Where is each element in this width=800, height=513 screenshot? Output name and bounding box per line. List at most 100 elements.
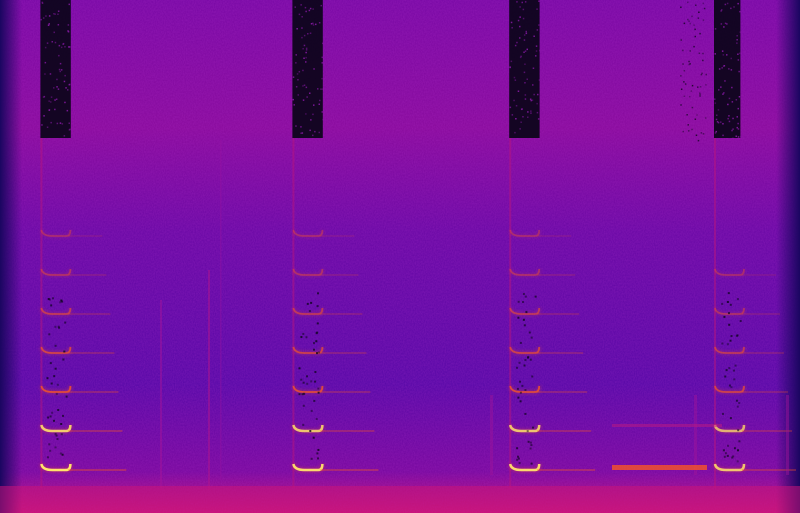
interior-speckle <box>59 452 62 455</box>
gap-speckle <box>50 101 52 103</box>
harmonic-tail <box>320 469 379 471</box>
gap-speckle <box>66 109 69 112</box>
interior-speckle <box>725 369 728 372</box>
high-speckle <box>695 4 697 6</box>
gap-speckle <box>315 23 317 26</box>
gap-speckle <box>68 3 70 6</box>
gap-speckle <box>305 113 307 115</box>
harmonic-band <box>292 463 324 472</box>
gap-speckle <box>527 111 529 113</box>
gap-speckle <box>739 10 741 13</box>
gap-speckle <box>50 121 52 124</box>
gap-speckle <box>519 25 521 28</box>
high-speckle <box>705 73 707 76</box>
gap-speckle <box>715 118 718 121</box>
gap-speckle <box>737 59 740 61</box>
interior-speckle <box>516 366 518 369</box>
gap-speckle <box>531 99 534 101</box>
gap-speckle <box>538 79 541 81</box>
high-speckle <box>689 95 691 98</box>
high-speckle <box>702 19 705 21</box>
high-speckle <box>689 50 691 52</box>
gap-speckle <box>312 113 314 116</box>
gap-speckle <box>519 37 521 39</box>
gap-speckle <box>64 46 66 48</box>
interior-speckle <box>298 367 301 370</box>
harmonic-band <box>292 229 324 237</box>
interior-speckle <box>52 297 54 300</box>
gap-speckle <box>723 65 726 67</box>
gap-speckle <box>296 73 299 75</box>
gap-speckle <box>728 68 730 70</box>
gap-speckle <box>723 92 725 94</box>
harmonic-band <box>40 463 72 472</box>
gap-speckle <box>313 68 315 70</box>
gap-speckle <box>736 126 738 129</box>
gap-speckle <box>302 85 304 87</box>
high-speckle <box>680 88 683 90</box>
interior-speckle <box>314 380 317 383</box>
faint-line <box>490 395 493 475</box>
gap-speckle <box>308 9 311 12</box>
gap-speckle <box>522 116 524 118</box>
gap-speckle <box>737 122 739 125</box>
gap-speckle <box>303 84 306 86</box>
harmonic-tail <box>537 391 588 393</box>
interior-speckle <box>306 302 309 305</box>
gap-speckle <box>524 50 527 52</box>
interior-speckle <box>517 396 520 399</box>
gap-speckle <box>46 126 49 128</box>
gap-speckle <box>520 121 522 123</box>
harmonic-tail <box>742 430 792 432</box>
interior-speckle <box>729 303 732 306</box>
gap-speckle <box>54 41 57 44</box>
high-speckle <box>699 95 701 97</box>
high-speckle <box>699 86 702 88</box>
interior-speckle <box>313 348 315 351</box>
onset-line <box>509 138 512 488</box>
gap-speckle <box>537 118 540 120</box>
gap-speckle <box>524 1 527 3</box>
gap-speckle <box>300 4 302 6</box>
gap-speckle <box>305 49 308 51</box>
high-speckle <box>697 139 700 142</box>
gap-speckle <box>54 99 56 101</box>
gap-speckle <box>523 39 526 41</box>
interior-speckle <box>727 444 729 447</box>
high-speckle <box>682 130 684 133</box>
gap-speckle <box>731 86 733 89</box>
high-speckle <box>689 63 691 65</box>
gap-speckle <box>41 2 44 4</box>
high-speckle <box>683 81 685 83</box>
interior-speckle <box>519 391 522 394</box>
harmonic-tail <box>537 352 584 354</box>
interior-speckle <box>53 375 56 378</box>
dark-gap <box>40 0 71 138</box>
gap-speckle <box>721 9 723 11</box>
interior-speckle <box>50 304 53 307</box>
gap-speckle <box>519 128 521 130</box>
interior-speckle <box>738 440 741 443</box>
interior-speckle <box>726 343 729 346</box>
high-speckle <box>683 22 686 25</box>
gap-speckle <box>64 74 66 77</box>
interior-speckle <box>734 364 737 367</box>
high-speckle <box>691 15 693 18</box>
gap-speckle <box>737 128 740 130</box>
gap-speckle <box>738 52 741 55</box>
interior-speckle <box>302 404 305 407</box>
interior-speckle <box>523 364 526 367</box>
interior-speckle <box>58 326 61 329</box>
interior-speckle <box>306 375 308 378</box>
interior-speckle <box>733 447 736 450</box>
interior-speckle <box>722 449 725 452</box>
gap-speckle <box>515 118 517 120</box>
harmonic-band <box>508 463 541 472</box>
interior-speckle <box>62 414 64 417</box>
gap-speckle <box>521 1 523 4</box>
harmonic-glow <box>713 307 746 316</box>
dark-gap <box>292 0 323 138</box>
harmonic-band <box>509 385 541 393</box>
gap-speckle <box>539 49 541 52</box>
